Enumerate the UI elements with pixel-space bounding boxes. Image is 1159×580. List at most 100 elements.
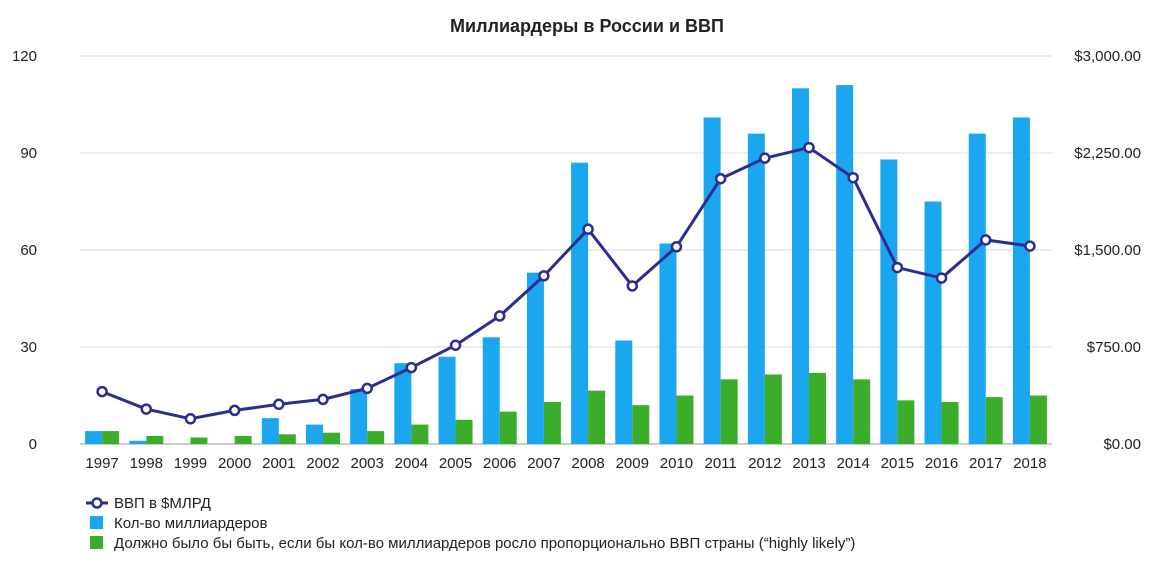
bars — [85, 85, 1047, 444]
bar-proportional — [411, 424, 429, 444]
x-tick-label: 2018 — [1013, 455, 1046, 472]
gdp-point — [626, 280, 639, 292]
left-tick-label: 30 — [20, 339, 37, 356]
gdp-point — [273, 398, 285, 411]
bar-billionaires — [968, 133, 986, 444]
x-tick-label: 2003 — [350, 455, 383, 472]
bar-proportional — [146, 435, 164, 444]
bar-billionaires — [615, 340, 633, 444]
left-tick-label: 120 — [12, 48, 37, 65]
x-tick-label: 2014 — [836, 455, 869, 472]
bar-proportional — [853, 379, 871, 444]
x-axis-ticks: 1997 1998 1999 2000 2001 2002 2003 2004 2005 2006… — [85, 455, 1046, 472]
gdp-point — [493, 310, 506, 322]
bar-proportional — [588, 390, 606, 444]
gdp-point — [405, 361, 418, 374]
bar-proportional — [499, 411, 517, 444]
legend-swatch-proportional — [90, 536, 103, 549]
bar-proportional — [323, 432, 340, 444]
legend-label-billionaires: Кол-во миллиардеров — [114, 515, 268, 532]
x-tick-label: 1998 — [130, 455, 163, 472]
right-tick-label: $750.00 — [1087, 339, 1141, 356]
bar-billionaires — [350, 389, 368, 444]
legend: ВВП в $МЛРД Кол-во миллиардеров Должно был… — [86, 495, 855, 552]
bar-billionaires — [526, 272, 544, 444]
bar-proportional — [102, 431, 120, 444]
bar-billionaires — [924, 201, 942, 444]
gdp-line-path — [101, 146, 1031, 421]
bar-proportional — [764, 374, 782, 444]
x-tick-label: 2016 — [925, 455, 958, 472]
x-tick-label: 1999 — [174, 455, 207, 472]
x-tick-label: 2005 — [439, 455, 472, 472]
gdp-point — [1024, 240, 1036, 252]
gdp-point — [538, 270, 550, 282]
bar-proportional — [985, 397, 1003, 444]
x-tick-label: 2007 — [527, 455, 560, 472]
gdp-point — [891, 261, 904, 274]
gdp-point — [140, 403, 153, 415]
bar-billionaires — [438, 356, 456, 444]
bar-proportional — [234, 435, 252, 444]
bar-proportional — [720, 379, 738, 444]
x-tick-label: 2010 — [660, 455, 693, 472]
bar-proportional — [367, 431, 385, 444]
gdp-point — [582, 223, 594, 235]
gdp-point — [979, 234, 992, 246]
right-axis-ticks: $0.00 $750.00 $1,500.00 $2,250.00 $3,000.00 — [1074, 48, 1141, 453]
bar-billionaires — [703, 117, 721, 444]
x-tick-label: 2000 — [218, 455, 251, 472]
x-tick-label: 1997 — [85, 455, 118, 472]
bar-billionaires — [394, 363, 412, 444]
bar-billionaires — [659, 243, 677, 444]
right-tick-label: $3,000.00 — [1074, 48, 1141, 65]
gdp-line — [96, 141, 1036, 425]
legend-label-gdp: ВВП в $МЛРД — [114, 495, 211, 512]
bar-billionaires — [85, 431, 103, 444]
bar-billionaires — [1012, 117, 1030, 444]
gdp-point — [361, 382, 373, 395]
x-tick-label: 2015 — [881, 455, 914, 472]
bar-proportional — [1029, 395, 1047, 444]
x-tick-label: 2002 — [306, 455, 339, 472]
left-tick-label: 90 — [20, 145, 37, 162]
left-axis-ticks: 0 30 60 90 120 — [12, 48, 37, 453]
legend-line-marker — [91, 497, 103, 509]
gdp-point — [847, 171, 859, 184]
left-tick-label: 60 — [20, 242, 37, 259]
legend-swatch-billionaires — [90, 516, 103, 529]
gdp-point — [803, 141, 815, 154]
bar-billionaires — [880, 159, 898, 444]
right-tick-label: $0.00 — [1103, 436, 1141, 453]
bar-proportional — [455, 419, 473, 444]
gdp-point — [228, 404, 241, 417]
x-tick-label: 2006 — [483, 455, 516, 472]
x-tick-label: 2009 — [616, 455, 649, 472]
bar-proportional — [941, 401, 959, 444]
bar-proportional — [809, 372, 826, 444]
left-tick-label: 0 — [29, 436, 37, 453]
bar-billionaires — [747, 133, 765, 444]
x-tick-label: 2008 — [571, 455, 604, 472]
x-tick-label: 2013 — [792, 455, 825, 472]
gdp-point — [449, 339, 462, 351]
bar-billionaires — [261, 418, 279, 444]
x-tick-label: 2012 — [748, 455, 781, 472]
chart-title: Миллиардеры в России и ВВП — [450, 16, 724, 36]
x-tick-label: 2001 — [262, 455, 295, 472]
gdp-point — [96, 385, 108, 398]
bar-billionaires — [129, 440, 147, 444]
bar-billionaires — [482, 337, 500, 444]
gdp-point — [184, 413, 197, 425]
bar-billionaires — [306, 424, 323, 444]
right-tick-label: $2,250.00 — [1074, 145, 1141, 162]
bar-billionaires — [571, 162, 589, 444]
bar-billionaires — [836, 85, 854, 444]
bar-proportional — [543, 401, 561, 444]
gdp-point — [714, 172, 727, 185]
bar-proportional — [897, 400, 915, 444]
x-tick-label: 2017 — [969, 455, 1002, 472]
right-tick-label: $1,500.00 — [1074, 242, 1141, 259]
x-tick-label: 2011 — [705, 455, 737, 472]
